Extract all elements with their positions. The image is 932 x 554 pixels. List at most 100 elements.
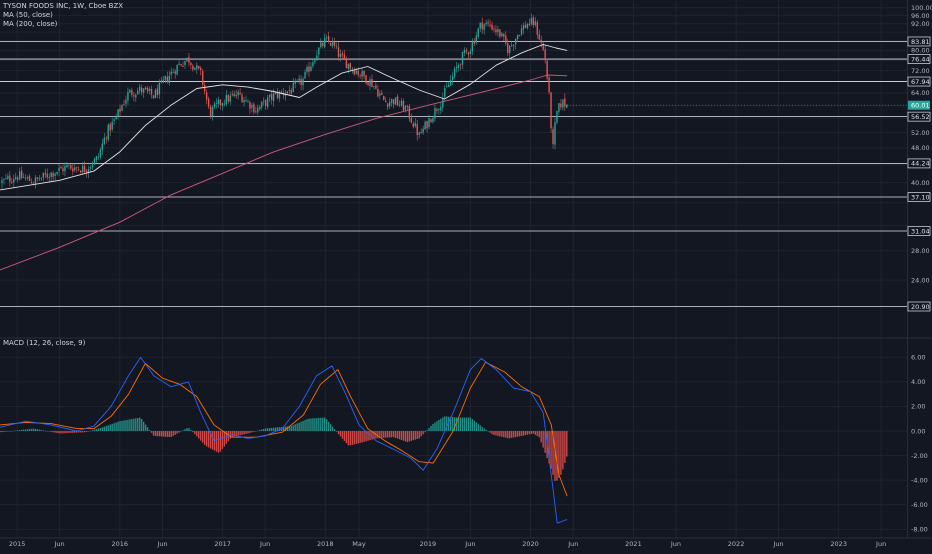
macd-histogram-bar <box>310 418 312 432</box>
candle-body <box>316 55 318 61</box>
candle-body <box>444 87 446 97</box>
x-tick-label: Jun <box>772 540 783 548</box>
candle-body <box>446 86 448 88</box>
macd-histogram-bar <box>129 419 131 432</box>
macd-histogram-bar <box>68 431 70 434</box>
macd-histogram-bar <box>361 431 363 443</box>
macd-legend: MACD (12, 26, close, 9) <box>3 339 86 347</box>
candle-body <box>13 179 15 183</box>
candle-body <box>322 42 324 47</box>
candle-body <box>113 119 115 121</box>
macd-histogram-bar <box>160 431 163 437</box>
level-label: 44.24 <box>911 160 930 168</box>
macd-histogram-bar <box>207 431 210 448</box>
candle-body <box>292 82 294 93</box>
macd-histogram-bar <box>32 428 35 432</box>
candle-body <box>91 164 94 167</box>
macd-histogram-bar <box>219 431 222 452</box>
macd-histogram-bar <box>296 423 298 432</box>
macd-histogram-bar <box>371 431 373 440</box>
macd-histogram-bar <box>337 431 340 435</box>
candle-body <box>64 165 66 172</box>
macd-histogram-bar <box>125 420 127 432</box>
macd-histogram-bar <box>436 421 438 432</box>
macd-histogram-bar <box>457 417 460 432</box>
macd-histogram-bar <box>542 431 544 448</box>
macd-histogram-bar <box>398 431 401 440</box>
candle-body <box>540 39 542 43</box>
candle-body <box>249 102 251 109</box>
macd-histogram-bar <box>554 431 556 481</box>
candle-body <box>76 167 78 169</box>
macd-histogram-bar <box>172 431 174 436</box>
macd-histogram-bar <box>265 428 267 432</box>
macd-histogram-bar <box>270 427 273 432</box>
candle-body <box>404 106 407 110</box>
candle-body <box>174 71 176 74</box>
x-tick-label: 2022 <box>728 540 745 548</box>
macd-histogram-bar <box>322 417 324 432</box>
macd-histogram-bar <box>491 431 493 435</box>
candle-body <box>111 121 113 130</box>
candle-body <box>196 65 198 69</box>
macd-histogram-bar <box>455 417 458 432</box>
candle-body <box>46 173 48 178</box>
level-tag <box>907 36 931 47</box>
macd-histogram-bar <box>365 431 367 442</box>
level-label: 31.04 <box>911 227 930 235</box>
x-tick-label: 2018 <box>317 540 334 548</box>
macd-histogram-bar <box>154 431 157 437</box>
candle-body <box>162 79 165 81</box>
candle-body <box>135 94 137 98</box>
candle-body <box>22 176 25 178</box>
candle-body <box>17 177 19 180</box>
candle-body <box>337 47 340 57</box>
candle-body <box>544 49 546 61</box>
macd-histogram-bar <box>243 431 245 435</box>
candle-body <box>42 172 44 178</box>
candle-body <box>209 106 212 117</box>
macd-histogram-bar <box>0 431 1 433</box>
macd-histogram-bar <box>121 420 123 432</box>
macd-histogram-bar <box>377 431 379 439</box>
candle-body <box>24 177 27 179</box>
candle-body <box>564 98 566 107</box>
macd-histogram-bar <box>388 431 391 438</box>
macd-histogram-bar <box>373 431 375 440</box>
macd-histogram-bar <box>91 430 94 432</box>
price-axis-label: 96.00 <box>911 12 930 20</box>
macd-histogram-bar <box>85 431 88 432</box>
macd-histogram-bar <box>288 426 290 432</box>
macd-histogram-bar <box>109 424 111 432</box>
macd-histogram-bar <box>70 431 72 433</box>
macd-histogram-bar <box>343 431 346 441</box>
candle-body <box>530 18 533 24</box>
candle-body <box>117 109 119 116</box>
x-tick-label: 2019 <box>420 540 437 548</box>
candle-body <box>194 67 196 70</box>
candle-body <box>268 94 271 98</box>
candle-body <box>339 54 342 58</box>
candle-body <box>428 118 430 128</box>
macd-axis-label: 6.00 <box>911 354 925 362</box>
candle-body <box>223 103 226 105</box>
candle-body <box>119 108 121 112</box>
candle-body <box>48 177 50 179</box>
x-tick-label: 2023 <box>830 540 847 548</box>
candle-body <box>534 21 537 26</box>
macd-histogram-bar <box>308 418 310 432</box>
macd-histogram-bar <box>298 422 300 432</box>
ma50-line <box>0 44 568 191</box>
candle-body <box>200 67 202 71</box>
macd-histogram-bar <box>113 423 115 432</box>
macd-histogram-bar <box>434 422 436 432</box>
macd-histogram-bar <box>493 431 495 435</box>
macd-histogram-bar <box>188 427 190 432</box>
x-tick-label: 2021 <box>625 540 642 548</box>
candle-body <box>241 94 243 103</box>
candle-body <box>85 170 88 173</box>
macd-histogram-bar <box>290 425 292 432</box>
candle-body <box>512 45 515 47</box>
